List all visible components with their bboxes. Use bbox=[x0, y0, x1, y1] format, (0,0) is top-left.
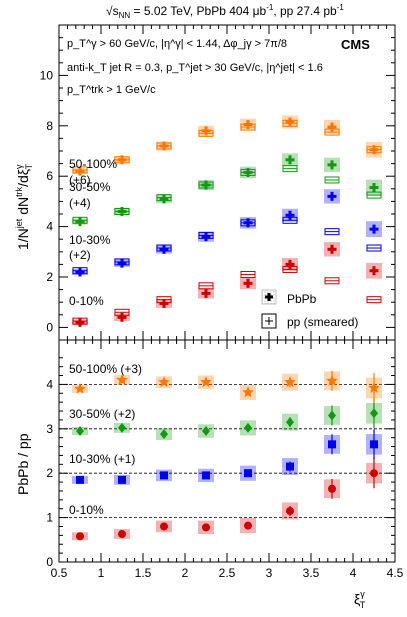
ratio-marker bbox=[244, 521, 252, 530]
top-panel-marks bbox=[72, 115, 382, 327]
legend-pp-swatch bbox=[261, 313, 277, 329]
ratio-marker bbox=[370, 469, 378, 478]
ratio-marker bbox=[368, 382, 380, 393]
top-label-50-100-offset: (+6) bbox=[69, 173, 91, 187]
top-label-10-30: 10-30% bbox=[69, 233, 111, 247]
ratio-marker bbox=[76, 532, 84, 541]
ratio-marker bbox=[328, 440, 336, 449]
x-tick-label: 2.5 bbox=[219, 566, 236, 580]
legend-pp-marker bbox=[265, 317, 273, 325]
ratio-marker bbox=[328, 410, 336, 421]
ratio-marker bbox=[244, 469, 252, 478]
ratio-marker bbox=[370, 408, 378, 419]
y-tick-label: 0 bbox=[46, 555, 53, 569]
ratio-marker bbox=[202, 471, 210, 480]
ratio-marker bbox=[326, 374, 338, 386]
ratio-marker bbox=[160, 471, 168, 480]
top-label-30-50: 30-50% bbox=[69, 180, 111, 194]
header-text: √sNN = 5.02 TeV, PbPb 404 μb-1, pp 27.4 … bbox=[106, 3, 344, 20]
ratio-marker bbox=[118, 530, 126, 539]
bottom-label-10-30: 10-30% (+1) bbox=[69, 452, 135, 466]
ratio-marker bbox=[328, 484, 336, 493]
y-tick-label: 10 bbox=[40, 68, 54, 82]
bottom-series-labels: 50-100% (+3) 30-50% (+2) 10-30% (+1) 0-1… bbox=[69, 362, 142, 517]
top-ylabel: 1/Njet dNtrk/dξγT bbox=[14, 163, 34, 250]
x-tick-label: 1.5 bbox=[135, 566, 152, 580]
bottom-label-50-100: 50-100% (+3) bbox=[69, 362, 142, 376]
top-series-labels: 50-100% (+6) 30-50% (+4) 10-30% (+2) 0-1… bbox=[69, 157, 117, 308]
ratio-marker bbox=[158, 376, 170, 387]
top-label-30-50-offset: (+4) bbox=[69, 196, 91, 210]
x-tick-label: 4 bbox=[350, 566, 357, 580]
cms-label: CMS bbox=[341, 37, 370, 52]
cuts-line-2: anti-k_T jet R = 0.3, p_T^jet > 30 GeV/c… bbox=[67, 62, 323, 74]
x-tick-label: 2 bbox=[182, 566, 189, 580]
ratio-marker bbox=[116, 374, 128, 385]
cuts-line-1: p_T^γ > 60 GeV/c, |η^γ| < 1.44, Δφ_jγ > … bbox=[67, 38, 287, 50]
y-tick-label: 8 bbox=[46, 119, 53, 133]
ratio-marker bbox=[76, 475, 84, 484]
ratio-marker bbox=[74, 382, 86, 394]
x-tick-label: 3.5 bbox=[303, 566, 320, 580]
ratio-marker bbox=[160, 429, 168, 440]
bottom-axis-ticks: 0 1 2 3 4 0.5 1 1.5 2 2.5 3 3.5 4 4.5 bbox=[46, 340, 404, 580]
ratio-marker bbox=[118, 475, 126, 484]
legend-pbpb-marker bbox=[265, 293, 273, 301]
ratio-marker bbox=[284, 376, 296, 387]
xlabel: ξγ T bbox=[354, 589, 366, 610]
top-label-0-10: 0-10% bbox=[69, 294, 104, 308]
top-label-50-100: 50-100% bbox=[69, 157, 117, 171]
ratio-marker bbox=[286, 506, 294, 515]
cuts-line-3: p_T^trk > 1 GeV/c bbox=[67, 84, 156, 96]
ratio-marker bbox=[76, 426, 84, 437]
y-tick-label: 4 bbox=[46, 220, 53, 234]
x-tick-label: 4.5 bbox=[387, 566, 404, 580]
bottom-label-0-10: 0-10% bbox=[69, 503, 104, 517]
ratio-marker bbox=[286, 417, 294, 428]
y-tick-label: 0 bbox=[46, 320, 53, 334]
ratio-marker bbox=[202, 523, 210, 532]
legend-pp-label: pp (smeared) bbox=[287, 315, 358, 329]
bottom-panel-marks bbox=[72, 370, 382, 541]
ratio-marker bbox=[200, 376, 212, 387]
legend-pbpb-label: PbPb bbox=[287, 292, 317, 306]
y-tick-label: 6 bbox=[46, 169, 53, 183]
y-tick-label: 2 bbox=[46, 270, 53, 284]
y-tick-label: 4 bbox=[46, 377, 53, 391]
ratio-marker bbox=[160, 522, 168, 531]
y-tick-label: 3 bbox=[46, 422, 53, 436]
top-axis-ticks: 0 2 4 6 8 10 bbox=[40, 25, 396, 340]
reference-lines bbox=[59, 383, 395, 518]
ratio-marker bbox=[202, 426, 210, 437]
top-label-10-30-offset: (+2) bbox=[69, 248, 91, 262]
x-tick-label: 0.5 bbox=[51, 566, 68, 580]
bottom-label-30-50: 30-50% (+2) bbox=[69, 407, 135, 421]
bottom-ylabel: PbPb / pp bbox=[15, 433, 31, 495]
ratio-marker bbox=[244, 422, 252, 433]
x-tick-label: 3 bbox=[266, 566, 273, 580]
x-tick-label: 1 bbox=[98, 566, 105, 580]
ratio-marker bbox=[118, 422, 126, 433]
ratio-marker bbox=[370, 440, 378, 449]
ratio-marker bbox=[286, 462, 294, 471]
legend: PbPb pp (smeared) bbox=[261, 289, 358, 329]
y-tick-label: 1 bbox=[46, 511, 53, 525]
ratio-marker bbox=[242, 386, 254, 398]
y-tick-label: 2 bbox=[46, 466, 53, 480]
